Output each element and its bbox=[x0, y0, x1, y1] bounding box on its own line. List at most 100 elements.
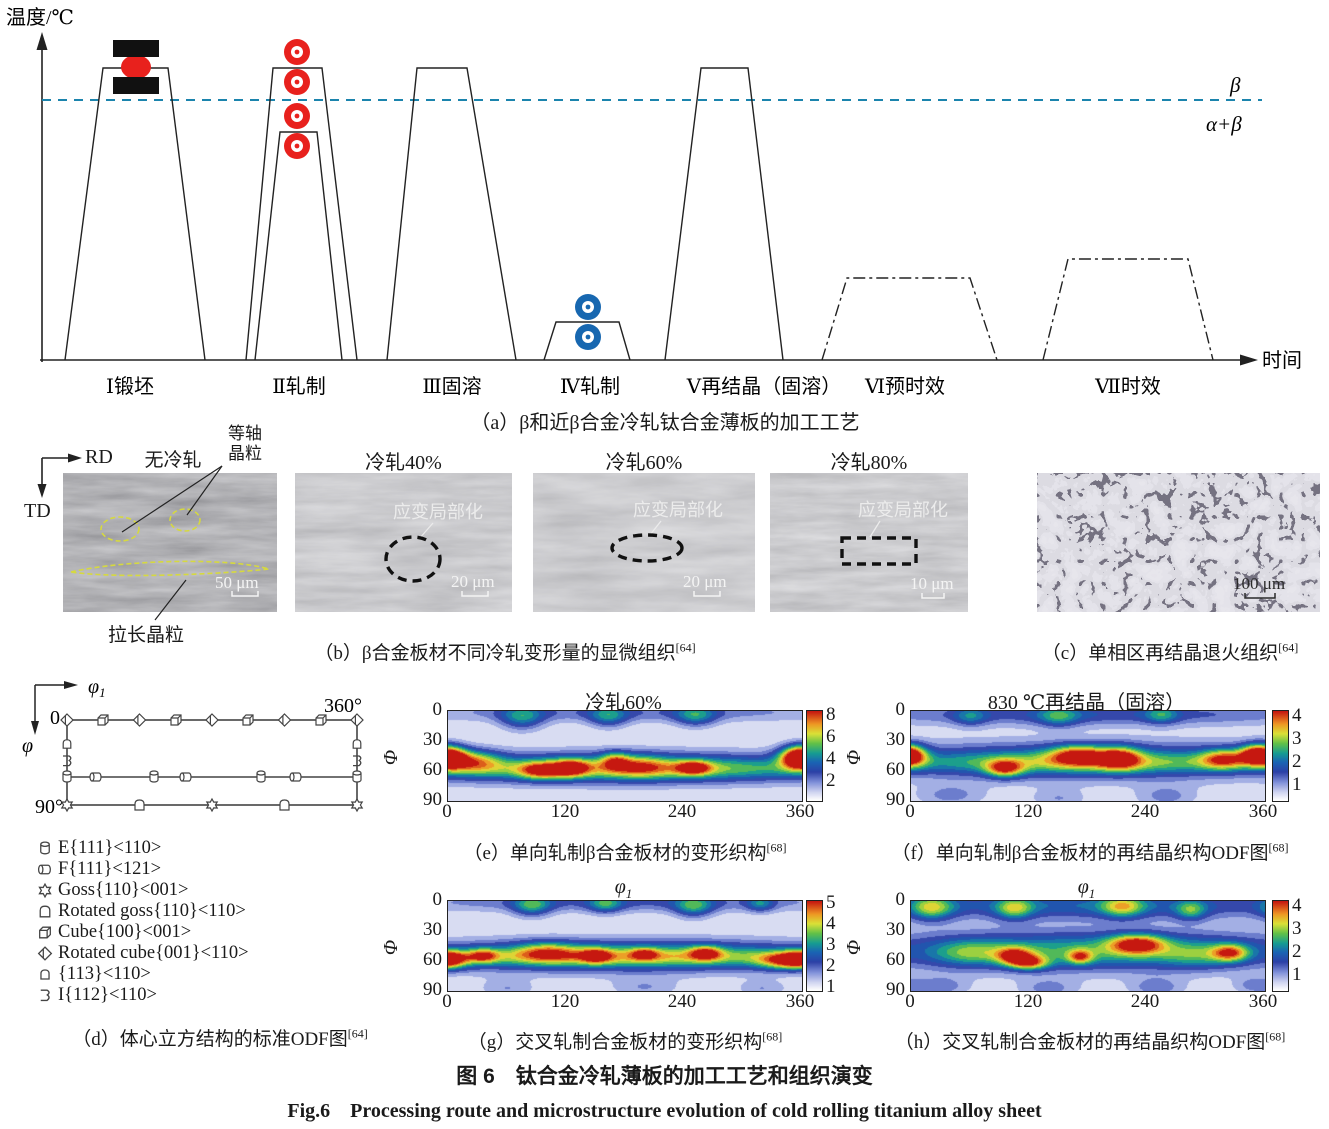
trapezoid-solution bbox=[386, 67, 517, 361]
legend-item-goss: Goss{110}<001> bbox=[36, 880, 249, 901]
scale-text-2: 20 μm bbox=[451, 572, 495, 591]
odf-heatmap-f bbox=[910, 710, 1266, 802]
strain-leader-60 bbox=[649, 520, 662, 536]
h-cbar-2: 2 bbox=[1292, 941, 1302, 962]
g-ytick-60: 60 bbox=[423, 949, 442, 970]
scale-text-c: 100 μm bbox=[1233, 574, 1285, 593]
scale-text-1: 50 μm bbox=[215, 573, 259, 592]
e-cbar-4: 4 bbox=[826, 748, 836, 769]
trapezoid-forging bbox=[64, 67, 206, 361]
trapezoid-rolling-outer bbox=[245, 67, 358, 361]
figure-title-zh: 图 6 钛合金冷轧薄板的加工工艺和组织演变 bbox=[456, 1065, 873, 1088]
scale-bar-3 bbox=[693, 591, 721, 597]
f-xtick-240: 240 bbox=[1130, 801, 1160, 822]
alpha-beta-phase-label: α+β bbox=[1206, 112, 1242, 136]
g-xtick-240: 240 bbox=[667, 991, 697, 1012]
odf-legend: E{111}<110> F{111}<121> Goss{110}<001> R… bbox=[36, 838, 249, 1006]
strain-ellipse-40 bbox=[384, 535, 442, 583]
odf-frame bbox=[66, 719, 358, 806]
odf-heatmap-h bbox=[910, 900, 1266, 992]
g-ytick-90: 90 bbox=[423, 979, 442, 1000]
micrograph-no-rolling: 50 μm bbox=[63, 473, 277, 612]
g-cbar-1: 1 bbox=[826, 976, 836, 997]
micrograph-title-80: 冷轧80% bbox=[830, 452, 908, 474]
e-xtick-360: 360 bbox=[785, 801, 815, 822]
g-xtick-0: 0 bbox=[442, 991, 452, 1012]
step-label-aging: Ⅶ时效 bbox=[1094, 375, 1161, 398]
e-ytick-90: 90 bbox=[423, 789, 442, 810]
h-cbar-3: 3 bbox=[1292, 918, 1302, 939]
colorbar-h bbox=[1272, 900, 1289, 992]
step-label-solution: Ⅲ固溶 bbox=[422, 375, 481, 398]
f-cbar-4: 4 bbox=[1292, 705, 1302, 726]
e-ytick-0: 0 bbox=[432, 699, 443, 720]
trapezoid-recrystallization bbox=[664, 67, 784, 361]
x-axis-arrow-icon bbox=[1240, 354, 1258, 366]
scale-text-3: 20 μm bbox=[683, 572, 727, 591]
g-cbar-4: 4 bbox=[826, 913, 836, 934]
chart-title-g: φ1 bbox=[614, 876, 633, 901]
chart-title-e: 冷轧60% bbox=[585, 692, 662, 714]
odf-heatmap-e bbox=[447, 710, 803, 802]
h-cbar-1: 1 bbox=[1292, 964, 1302, 985]
no-rolling-label: 无冷轧 bbox=[144, 450, 202, 471]
micrograph-40pct: 应变局部化 20 μm bbox=[295, 473, 512, 612]
scale-text-4: 10 μm bbox=[910, 574, 954, 593]
h-ytick-0: 0 bbox=[895, 889, 906, 910]
forging-press-icon bbox=[113, 40, 159, 94]
odf-heatmap-g bbox=[447, 900, 803, 992]
caption-g: （g）交叉轧制合金板材的变形织构[68] bbox=[467, 1029, 783, 1053]
f-xtick-120: 120 bbox=[1013, 801, 1043, 822]
legend-item-rotated-goss: Rotated goss{110}<110> bbox=[36, 901, 249, 922]
legend-item-113: {113}<110> bbox=[36, 964, 249, 985]
step-label-forging: Ⅰ锻坯 bbox=[106, 375, 154, 398]
trapezoid-rolling-inner bbox=[254, 131, 343, 361]
step-label-preaging: Ⅵ预时效 bbox=[864, 375, 945, 398]
legend-item-i-112: I{112}<110> bbox=[36, 985, 249, 1006]
g-cbar-3: 3 bbox=[826, 934, 836, 955]
phi1-axis-arrow-icon bbox=[64, 681, 78, 689]
beta-phase-label: β bbox=[1229, 73, 1241, 97]
chart-title-f: 830 ℃再结晶（固溶） bbox=[987, 692, 1186, 714]
e-cbar-2: 2 bbox=[826, 770, 836, 791]
hot-rolls-icon bbox=[284, 39, 310, 159]
h-ytick-60: 60 bbox=[886, 949, 905, 970]
hook-icon bbox=[40, 989, 50, 1002]
strain-localization-label-80: 应变局部化 bbox=[858, 500, 948, 520]
strain-ellipse-60 bbox=[610, 533, 684, 563]
strain-leader-80 bbox=[869, 520, 881, 538]
g-xtick-360: 360 bbox=[785, 991, 815, 1012]
e-xtick-120: 120 bbox=[550, 801, 580, 822]
step-label-rolling: Ⅱ轧制 bbox=[272, 375, 326, 398]
trapezoid-preaging bbox=[821, 277, 998, 361]
caption-e: （e）单向轧制β合金板材的变形织构[68] bbox=[463, 840, 787, 864]
caption-h: （h）交叉轧制合金板材的再结晶织构ODF图[68] bbox=[894, 1029, 1286, 1053]
e-ylabel: Φ bbox=[380, 749, 403, 766]
cold-rolls-icon bbox=[575, 294, 601, 350]
arch-icon bbox=[39, 905, 51, 918]
scale-bar-c bbox=[1244, 593, 1276, 599]
scale-bar-4 bbox=[921, 593, 945, 599]
caption-d: （d）体心立方结构的标准ODF图[64] bbox=[72, 1026, 368, 1050]
x-axis-label: 时间 bbox=[1262, 349, 1302, 372]
caption-c: （c）单相区再结晶退火组织[64] bbox=[1041, 640, 1299, 664]
odf-tick-360: 360° bbox=[324, 695, 362, 717]
f-cbar-3: 3 bbox=[1292, 728, 1302, 749]
cylinder-lying-icon bbox=[37, 864, 51, 875]
odf-tick-0: 0 bbox=[50, 707, 60, 729]
f-ytick-30: 30 bbox=[886, 729, 905, 750]
h-ytick-30: 30 bbox=[886, 919, 905, 940]
trapezoid-cold-rolling bbox=[543, 321, 631, 361]
y-axis-arrow-icon bbox=[36, 32, 48, 50]
caption-f: （f）单向轧制β合金板材的再结晶织构ODF图[68] bbox=[891, 840, 1289, 864]
e-ytick-30: 30 bbox=[423, 729, 442, 750]
legend-item-rotated-cube: Rotated cube{001}<110> bbox=[36, 943, 249, 964]
elongated-grain-label: 拉长晶粒 bbox=[108, 625, 185, 646]
g-cbar-5: 5 bbox=[826, 892, 836, 913]
td-label: TD bbox=[24, 500, 51, 522]
phi-axis-label: φ bbox=[22, 735, 33, 757]
legend-item-f-fiber: F{111}<121> bbox=[36, 859, 249, 880]
standard-odf-diagram: φ1 φ 0 360° 90° bbox=[22, 676, 364, 817]
trapezoid-aging bbox=[1042, 258, 1214, 361]
legend-item-cube: Cube{100}<001> bbox=[36, 922, 249, 943]
